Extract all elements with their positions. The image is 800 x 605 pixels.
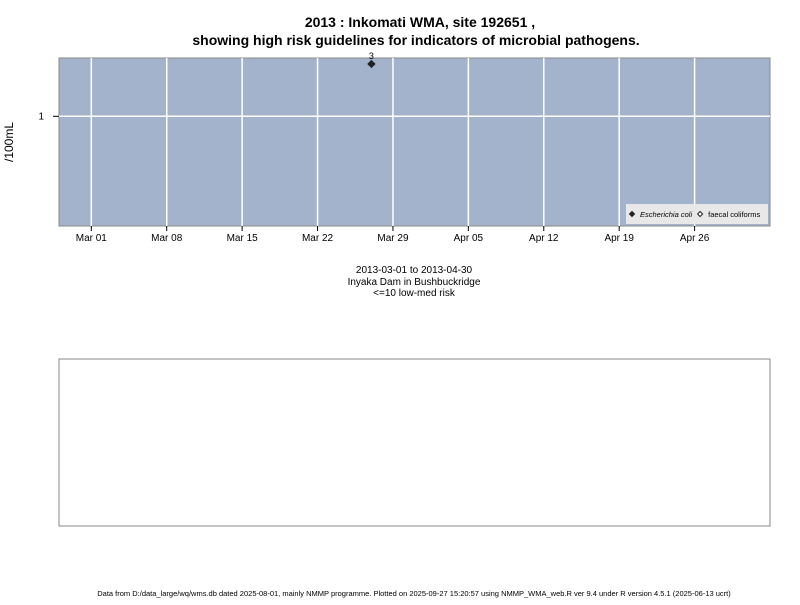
- empty-panel: [58, 358, 771, 527]
- chart-title: 2013 : Inkomati WMA, site 192651 ,: [305, 14, 535, 30]
- x-tick-label: Mar 01: [76, 233, 108, 244]
- x-tick-label: Apr 19: [604, 233, 634, 244]
- x-tick-label: Apr 05: [454, 233, 484, 244]
- x-tick-label: Mar 08: [151, 233, 183, 244]
- subtitle: <=10 low-med risk: [373, 288, 456, 299]
- x-tick-label: Mar 29: [377, 233, 409, 244]
- y-axis-label: /100mL: [2, 122, 16, 162]
- legend-marker: [696, 210, 704, 218]
- chart-title: showing high risk guidelines for indicat…: [192, 32, 639, 48]
- data-label: 3: [369, 51, 374, 61]
- x-tick-label: Mar 22: [302, 233, 334, 244]
- plot-background: [58, 57, 771, 227]
- footer: Data from D:/data_large/wq/wms.db dated …: [97, 589, 731, 598]
- data-point: [367, 59, 376, 69]
- x-tick-label: Apr 26: [680, 233, 710, 244]
- subtitle: Inyaka Dam in Bushbuckridge: [348, 277, 481, 288]
- legend-label: faecal coliforms: [708, 210, 760, 219]
- x-tick-label: Apr 12: [529, 233, 559, 244]
- legend-label: Escherichia coli: [640, 210, 692, 219]
- x-tick-label: Mar 15: [227, 233, 259, 244]
- y-tick-label: 1: [38, 111, 44, 122]
- legend-marker: [628, 210, 636, 218]
- legend: Escherichia coli faecal coliforms: [626, 204, 768, 224]
- subtitle: 2013-03-01 to 2013-04-30: [356, 265, 473, 276]
